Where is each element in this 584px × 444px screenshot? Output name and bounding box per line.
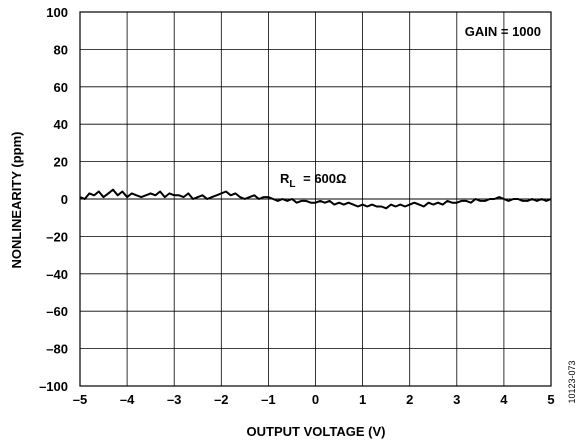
load-subscript: L <box>289 179 295 190</box>
plot-frame <box>79 11 552 387</box>
y-tick-label: –40 <box>46 267 68 282</box>
nonlinearity-curve <box>79 188 552 210</box>
x-axis-title: OUTPUT VOLTAGE (V) <box>247 424 386 439</box>
x-tick-label: 2 <box>406 392 413 407</box>
x-axis-ticks: –5 –4 –3 –2 –1 0 1 2 3 4 5 <box>73 392 555 407</box>
x-tick-label: –4 <box>120 392 135 407</box>
y-tick-label: 40 <box>54 117 68 132</box>
x-tick-label: 3 <box>453 392 460 407</box>
y-tick-label: 0 <box>61 192 68 207</box>
load-value: = 600Ω <box>300 171 347 186</box>
x-tick-label: 5 <box>547 392 554 407</box>
y-tick-label: –60 <box>46 304 68 319</box>
figure-id: 10123-073 <box>567 360 577 403</box>
y-tick-label: 100 <box>46 5 68 20</box>
y-tick-label: –100 <box>39 379 68 394</box>
x-tick-label: –2 <box>214 392 228 407</box>
x-tick-label: –1 <box>261 392 275 407</box>
load-annotation: RL = 600Ω <box>280 171 346 190</box>
x-tick-label: 0 <box>312 392 319 407</box>
gain-annotation: GAIN = 1000 <box>465 24 541 39</box>
y-tick-label: –80 <box>46 342 68 357</box>
x-tick-label: 4 <box>500 392 508 407</box>
x-tick-label: 1 <box>359 392 366 407</box>
x-tick-label: –3 <box>167 392 181 407</box>
x-tick-label: –5 <box>73 392 87 407</box>
y-axis-ticks: –100 –80 –60 –40 –20 0 20 40 60 80 100 <box>39 5 68 394</box>
y-axis-title: NONLINEARITY (ppm) <box>9 132 24 269</box>
y-tick-label: –20 <box>46 229 68 244</box>
y-tick-label: 20 <box>54 155 68 170</box>
y-tick-label: 80 <box>54 42 68 57</box>
load-symbol: R <box>280 171 290 186</box>
y-tick-label: 60 <box>54 80 68 95</box>
